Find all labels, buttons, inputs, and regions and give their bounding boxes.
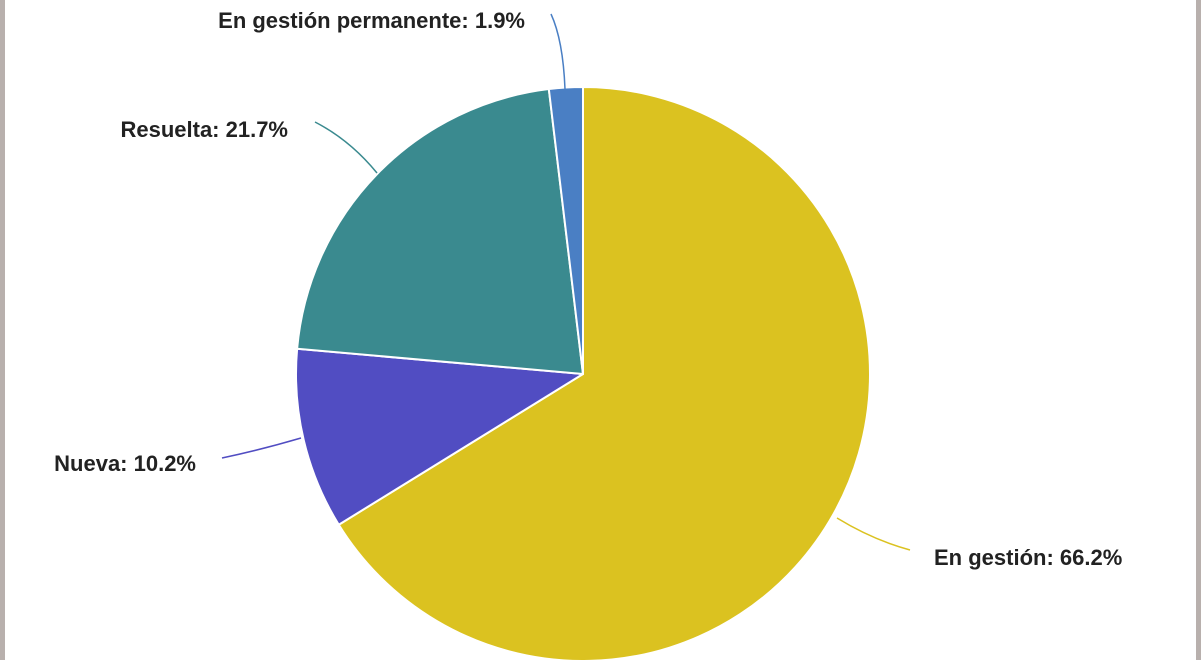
leader-line-en-gestion-permanente	[550, 13, 566, 90]
chart-panel: En gestión: 66.2% Nueva: 10.2% Resuelta: 2…	[5, 0, 1196, 660]
pie-slice-en-gestion-permanente[interactable]	[547, 86, 584, 375]
leader-line-nueva	[221, 437, 302, 459]
pie-chart: En gestión: 66.2% Nueva: 10.2% Resuelta: 2…	[54, 8, 1122, 660]
slices-layer	[295, 86, 871, 660]
slice-label-en-gestion: En gestión: 66.2%	[934, 545, 1122, 570]
labels-layer: En gestión: 66.2% Nueva: 10.2% Resuelta: 2…	[54, 8, 1122, 570]
slice-label-en-gestion-permanente: En gestión permanente: 1.9%	[218, 8, 525, 33]
pie-slice-en-gestion[interactable]	[337, 86, 871, 660]
leader-line-en-gestion	[836, 517, 911, 551]
leader-line-resuelta	[314, 121, 378, 174]
pie-slice-nueva[interactable]	[295, 347, 584, 526]
slice-label-nueva: Nueva: 10.2%	[54, 451, 196, 476]
pie-slice-resuelta[interactable]	[296, 88, 584, 375]
leaders-layer	[221, 13, 911, 551]
slice-label-resuelta: Resuelta: 21.7%	[120, 117, 288, 142]
